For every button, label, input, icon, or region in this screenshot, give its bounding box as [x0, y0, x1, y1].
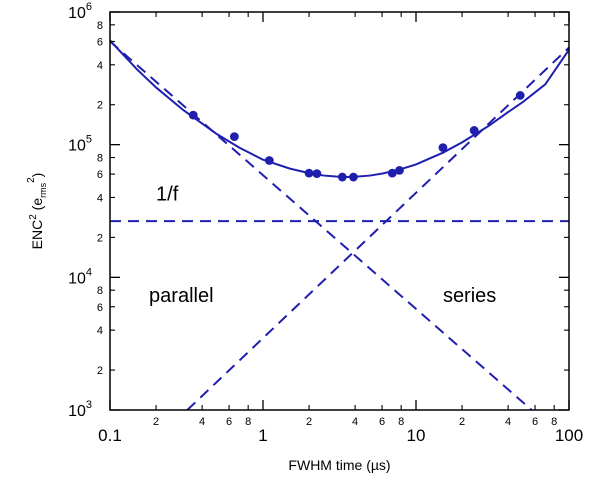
x-tick-label: 100 [555, 426, 583, 445]
y-minor-tick-label: 6 [97, 302, 103, 314]
y-tick-label: 104 [68, 266, 92, 287]
y-minor-tick-label: 6 [97, 169, 103, 181]
x-minor-tick-label: 8 [398, 416, 404, 428]
y-minor-tick-label: 4 [97, 192, 103, 204]
x-axis-title: FWHM time (µs) [288, 457, 390, 473]
x-tick-label: 0.1 [98, 426, 122, 445]
x-minor-tick-label: 2 [459, 416, 465, 428]
x-minor-tick-label: 4 [505, 416, 511, 428]
y-minor-tick-label: 4 [97, 325, 103, 337]
y-minor-tick-label: 8 [97, 20, 103, 32]
x-tick-label: 10 [407, 426, 426, 445]
data-point [229, 132, 239, 142]
x-minor-tick-label: 4 [352, 416, 358, 428]
data-point [304, 168, 314, 178]
x-minor-tick-label: 2 [306, 416, 312, 428]
x-minor-tick-label: 8 [245, 416, 251, 428]
plot-frame [109, 11, 570, 411]
data-point [438, 143, 448, 153]
x-minor-tick-label: 6 [226, 416, 232, 428]
series-line-parallel [110, 40, 533, 410]
data-point [387, 168, 397, 178]
annotation-parallel: parallel [149, 285, 213, 307]
series-line-series [186, 46, 569, 410]
annotation-series: series [443, 285, 496, 307]
y-minor-tick-label: 2 [97, 365, 103, 377]
data-point [188, 110, 198, 120]
x-minor-tick-label: 4 [199, 416, 205, 428]
y-minor-tick-label: 2 [97, 232, 103, 244]
y-axis-title: ENC2 (erms2) [26, 173, 48, 250]
x-tick-label: 1 [258, 426, 267, 445]
series-line-total [110, 39, 569, 179]
data-point [349, 172, 358, 182]
y-minor-tick-label: 8 [97, 153, 103, 165]
data-point [264, 156, 274, 165]
y-minor-tick-label: 2 [97, 100, 103, 112]
data-point [515, 91, 525, 100]
x-minor-tick-label: 6 [532, 416, 538, 428]
y-minor-tick-label: 4 [97, 60, 103, 72]
data-point [469, 126, 479, 135]
annotation-1-f: 1/f [156, 183, 179, 205]
y-minor-tick-label: 6 [97, 36, 103, 48]
y-tick-label: 103 [68, 399, 92, 420]
x-minor-tick-label: 2 [153, 416, 159, 428]
y-minor-tick-label: 8 [97, 285, 103, 297]
y-tick-label: 105 [68, 134, 92, 155]
x-minor-tick-label: 6 [379, 416, 385, 428]
y-tick-label: 106 [68, 1, 92, 22]
data-point [337, 172, 347, 182]
data-point [395, 165, 404, 175]
x-minor-tick-label: 8 [551, 416, 557, 428]
data-point [312, 169, 322, 179]
